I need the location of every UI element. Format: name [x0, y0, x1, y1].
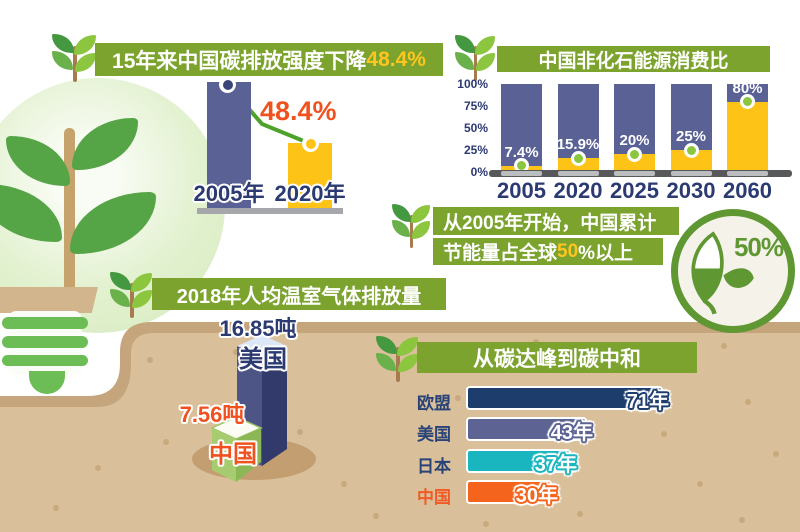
y-axis-tick: 25%: [463, 143, 488, 157]
region-label: 美国: [417, 425, 451, 444]
data-point-marker: [570, 150, 586, 166]
bulb-thread: [2, 336, 88, 348]
bar-label-2020: 2020年: [274, 181, 346, 206]
x-axis-label: 2020: [553, 178, 603, 203]
nonfossil-bar-2020: 15.9%: [557, 84, 599, 172]
data-point-marker: [740, 94, 755, 110]
text-highlight: 50: [557, 240, 579, 262]
duration-bar: [468, 388, 661, 408]
data-point-marker: [683, 142, 699, 158]
savings-text-line1: 从2005年开始，中国累计: [433, 207, 679, 235]
timeline-chart: 欧盟 71年美国 43年日本 37年中国 30年: [417, 381, 795, 511]
nonfossil-bar-2025: 20%: [614, 84, 655, 172]
data-point-marker: [514, 157, 529, 173]
share-value-label: 15.9%: [556, 136, 600, 154]
us-name-label: 美国: [239, 346, 287, 373]
share-fill: [614, 154, 655, 172]
percapita-panel-title: 2018年人均温室气体排放量: [152, 278, 446, 310]
nonfossil-chart: 7.4% 15.9% 20% 25% 80%: [491, 80, 793, 173]
duration-bar: [468, 419, 585, 439]
baseline-segment: [557, 171, 599, 176]
share-value-label: 25%: [675, 128, 707, 145]
bulb-tip: [29, 371, 65, 394]
region-label: 欧盟: [417, 394, 451, 413]
timeline-panel-title: 从碳达峰到碳中和: [417, 342, 697, 373]
data-point-marker: [219, 76, 236, 93]
y-axis-tick: 0%: [470, 165, 488, 179]
timeline-row-日本: 日本 37年: [417, 451, 795, 476]
duration-value-label: 71年: [626, 391, 669, 413]
duration-value-label: 30年: [515, 485, 558, 507]
region-label: 中国: [417, 488, 451, 507]
y-axis-tick: 50%: [463, 121, 488, 135]
x-axis-labels: 2005 2020 2025 2030 2060: [491, 178, 793, 204]
badge-value: 50%: [733, 232, 784, 262]
axis-baseline: [197, 208, 343, 214]
share-value-label: 80%: [732, 79, 763, 97]
share-value-label: 20%: [619, 132, 650, 150]
baseline-segment: [614, 171, 655, 176]
y-axis-tick: 75%: [463, 99, 488, 113]
leaf-icon: [70, 192, 156, 254]
plant-stem: [64, 128, 75, 293]
baseline-segment: [670, 171, 712, 176]
timeline-row-中国: 中国 30年: [417, 482, 795, 507]
us-value-label: 16.85吨: [219, 316, 297, 341]
timeline-row-欧盟: 欧盟 71年: [417, 388, 795, 413]
fifty-percent-badge: 50%: [671, 209, 795, 333]
axis-baseline: [489, 170, 792, 177]
decline-annotation: 48.4%: [260, 96, 337, 126]
x-axis-label: 2025: [610, 178, 659, 203]
sprout-icon: [376, 336, 418, 382]
china-name-label: 中国: [209, 441, 257, 468]
x-axis-label: 2030: [666, 178, 716, 203]
text: 节能量占全球: [443, 243, 558, 264]
timeline-row-美国: 美国 43年: [417, 419, 795, 444]
leaf-icon: [0, 184, 62, 242]
y-axis-ticks: 100% 75% 50% 25% 0%: [448, 77, 488, 179]
sprout-icon: [455, 35, 495, 81]
sprout-icon: [392, 204, 430, 248]
leaf-icon: [691, 231, 754, 315]
intensity-bar-2020: [288, 143, 332, 208]
share-value-label: 7.4%: [504, 143, 539, 161]
savings-text-line2: 节能量占全球 50 %以上: [433, 238, 663, 265]
share-fill: [670, 150, 712, 172]
nonfossil-bar-2005: 7.4%: [501, 84, 542, 173]
nonfossil-bar-2030: 25%: [670, 84, 712, 172]
duration-value-label: 43年: [550, 422, 593, 444]
sprout-icon: [52, 34, 96, 82]
bar-label-2005: 2005年: [193, 181, 265, 206]
bulb-thread: [2, 317, 88, 329]
x-axis-label: 2005: [497, 178, 546, 203]
sprout-icon: [110, 272, 152, 318]
china-value-label: 7.56吨: [179, 402, 245, 427]
data-point-marker: [302, 135, 319, 152]
leaf-icon: [6, 136, 70, 186]
region-label: 日本: [417, 457, 451, 476]
title-highlight: 48.4%: [366, 47, 426, 71]
data-point-marker: [627, 146, 642, 162]
nonfossil-panel-title: 中国非化石能源消费比: [497, 46, 770, 72]
baseline-segment: [727, 171, 768, 176]
bulb-socket: [0, 287, 98, 313]
intensity-bar-2005: [207, 82, 251, 208]
share-fill: [727, 101, 768, 172]
duration-bar: [468, 451, 569, 471]
nonfossil-bar-2060: 80%: [727, 80, 768, 172]
x-axis-label: 2060: [723, 178, 772, 203]
text: %以上: [578, 243, 634, 264]
duration-bar: [468, 482, 550, 502]
duration-value-label: 37年: [534, 454, 577, 476]
intensity-panel-title: 15年来中国碳排放强度下降 48.4%: [95, 43, 443, 76]
leaf-icon: [72, 118, 138, 170]
y-axis-tick: 100%: [457, 77, 488, 91]
bulb-thread: [2, 355, 88, 366]
intensity-chart: [197, 82, 343, 208]
title-text: 15年来中国碳排放强度下降: [112, 49, 367, 73]
baseline-segment: [501, 171, 542, 176]
